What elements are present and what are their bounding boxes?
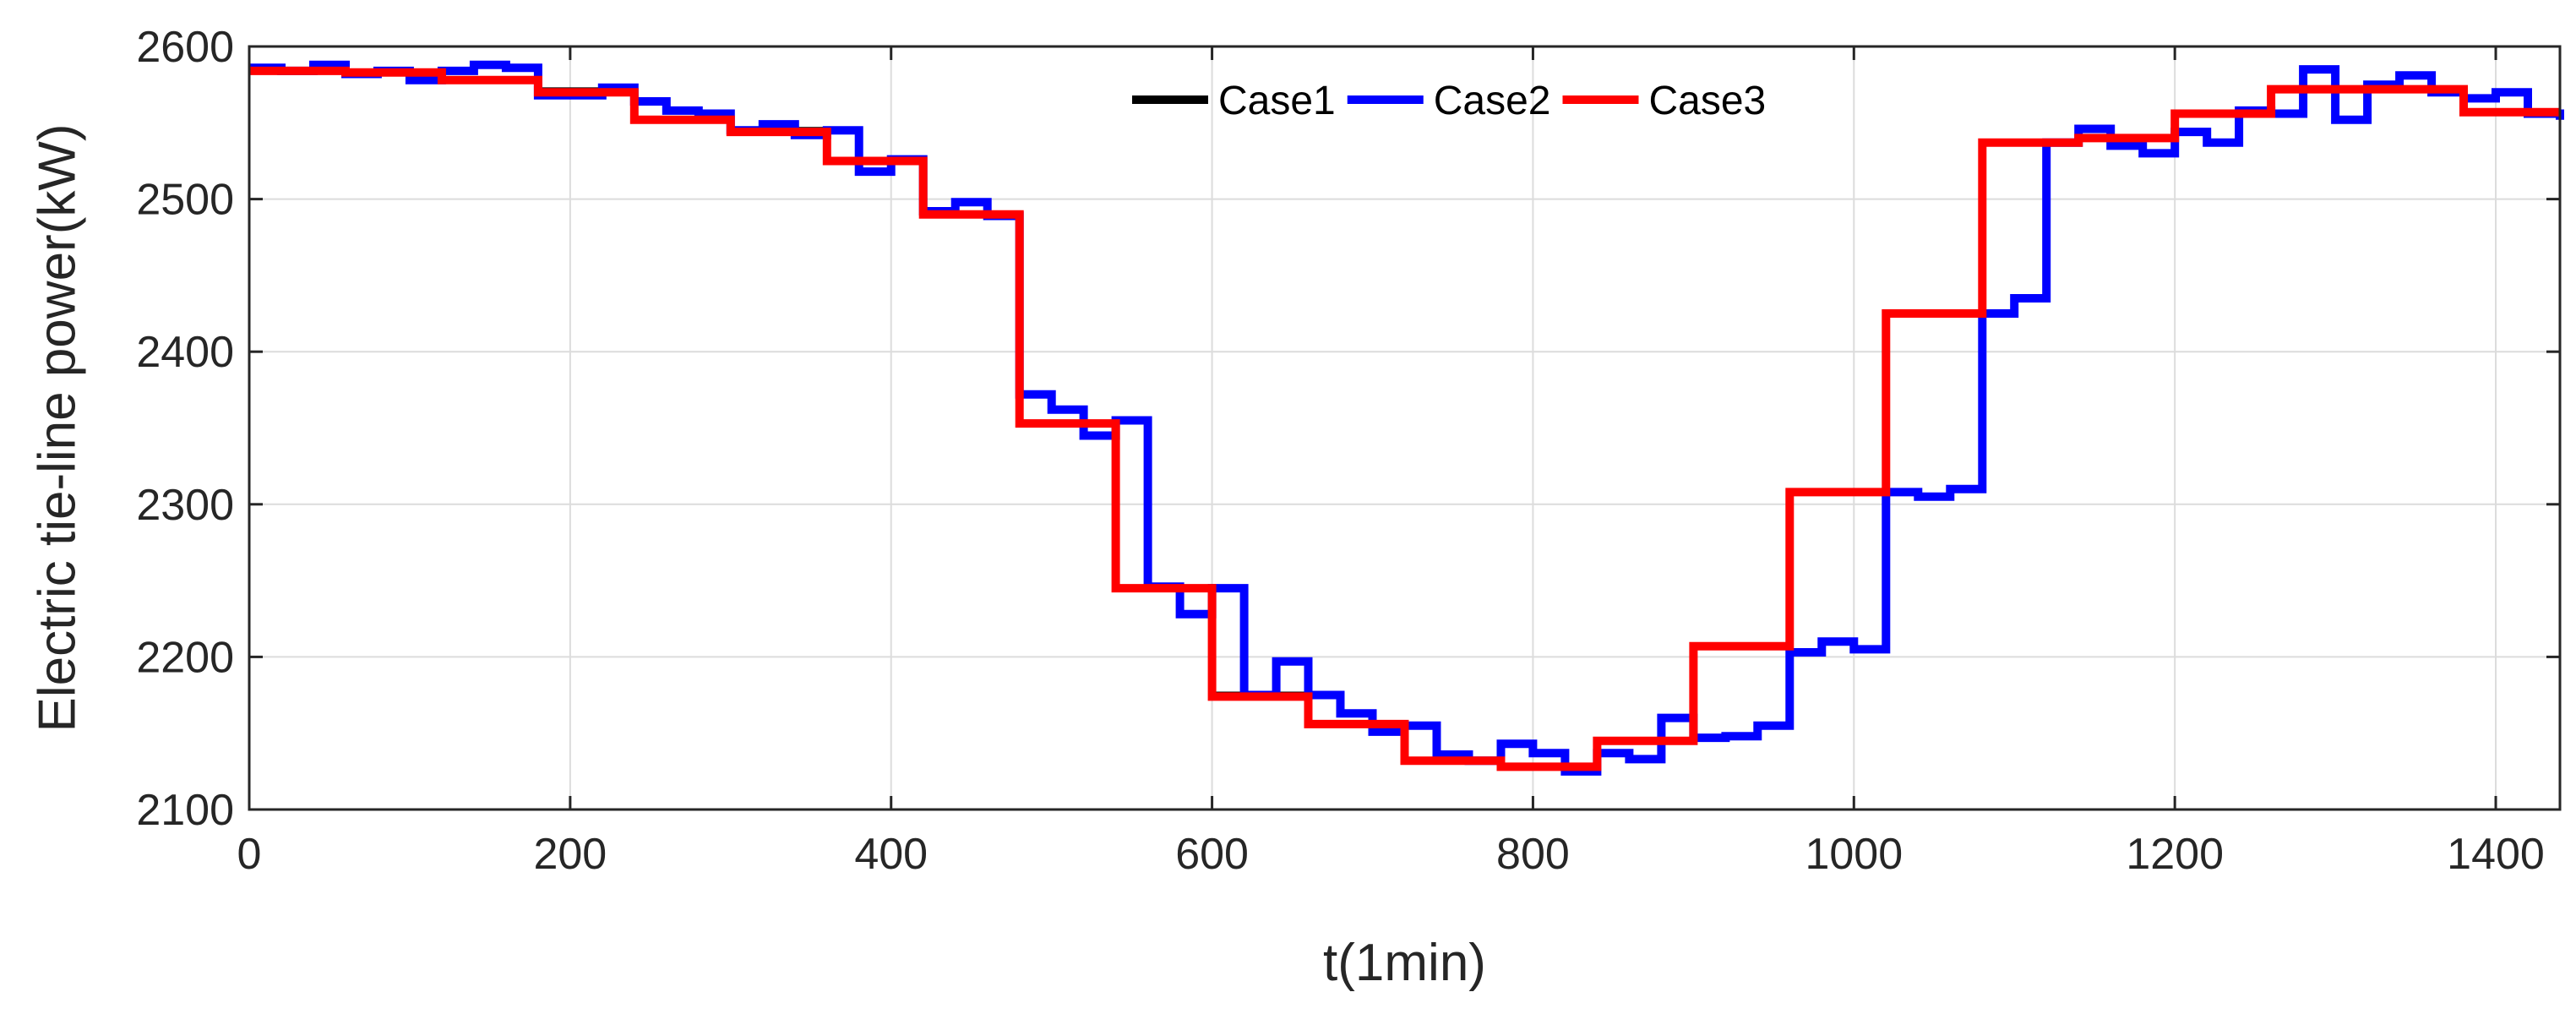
y-axis-title: Electric tie-line power(kW) [28,123,86,732]
axis-ticks: 0 200 400 600 800 1000 1200 1400 2100 2200 2300 240… [136,23,2560,879]
legend-label-case3: Case3 [1649,79,1767,123]
x-tick-label: 1400 [2447,830,2545,879]
x-tick-label: 200 [533,830,607,879]
y-tick-label: 2300 [136,481,234,530]
x-tick-label: 1200 [2126,830,2224,879]
series-line-case3 [249,66,2560,771]
x-tick-label: 0 [237,830,262,879]
y-tick-label: 2500 [136,176,234,225]
y-tick-label: 2400 [136,328,234,377]
y-tick-label: 2100 [136,786,234,835]
legend: Case1 Case2 Case3 [1132,79,1766,123]
x-tick-label: 400 [854,830,928,879]
series-line-case2 [249,60,2564,776]
series-lines [249,60,2564,776]
plot-area-frame [248,45,2562,811]
x-tick-label: 800 [1496,830,1570,879]
y-tick-label: 2200 [136,633,234,682]
legend-label-case2: Case2 [1434,79,1551,123]
x-tick-label: 600 [1175,830,1249,879]
y-tick-label: 2600 [136,23,234,72]
grid [248,46,2560,810]
series-line-case1 [249,67,2560,771]
legend-label-case1: Case1 [1218,79,1336,123]
x-axis-title: t(1min) [1323,934,1486,992]
x-tick-label: 1000 [1805,830,1903,879]
